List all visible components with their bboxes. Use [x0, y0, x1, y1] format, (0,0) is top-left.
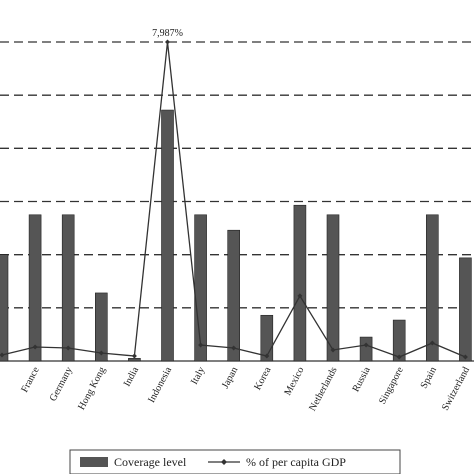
data-label: 7,987%: [152, 28, 183, 39]
legend-label: % of per capita GDP: [246, 455, 346, 469]
bar: [392, 319, 406, 362]
line-marker: [429, 340, 435, 346]
legend-swatch-bar: [80, 457, 108, 467]
x-tick-label: Spain: [419, 365, 439, 390]
bar: [326, 214, 340, 362]
bar: [28, 214, 42, 362]
x-tick-label: Korea: [252, 365, 273, 392]
x-tick-label: Indonesia: [146, 365, 174, 405]
x-tick-label: Japan: [220, 365, 240, 390]
bar: [359, 336, 373, 362]
x-tick-label: Mexico: [282, 365, 306, 397]
bar: [459, 257, 472, 362]
line-marker: [297, 293, 303, 299]
x-tick-label: Italy: [189, 365, 207, 386]
line-marker: [98, 350, 104, 356]
x-tick-label: Germany: [48, 365, 75, 403]
bar: [61, 214, 75, 362]
legend-box: [69, 449, 401, 474]
bar: [425, 214, 439, 362]
x-tick-label: Netherlands: [307, 365, 339, 413]
x-tick-label: Switzerland: [440, 365, 472, 412]
bar: [227, 229, 240, 362]
bar: [293, 204, 307, 362]
legend-swatch-marker: [221, 459, 227, 465]
bar: [161, 109, 174, 362]
x-tick-label: Hong Kong: [76, 365, 108, 412]
line-marker: [65, 345, 71, 351]
line-marker: [165, 39, 170, 45]
x-tick-label: India: [122, 365, 142, 389]
legend: Coverage level % of per capita GDP: [69, 449, 401, 474]
legend-label: Coverage level: [114, 455, 187, 469]
line-marker: [198, 342, 204, 348]
x-tick-label: France: [19, 365, 42, 395]
line-marker: [330, 347, 336, 353]
bar: [95, 292, 108, 362]
line-marker: [131, 353, 137, 359]
x-tick-label: Singapore: [377, 365, 406, 406]
line-marker: [0, 352, 5, 358]
line-marker: [462, 354, 468, 360]
line-marker: [32, 344, 38, 350]
x-tick-label: Russia: [351, 365, 373, 394]
bar: [128, 358, 141, 362]
line-marker: [363, 342, 369, 348]
line-marker: [231, 345, 237, 351]
line-marker: [264, 353, 270, 359]
bar: [0, 254, 9, 362]
line-marker: [396, 354, 402, 360]
